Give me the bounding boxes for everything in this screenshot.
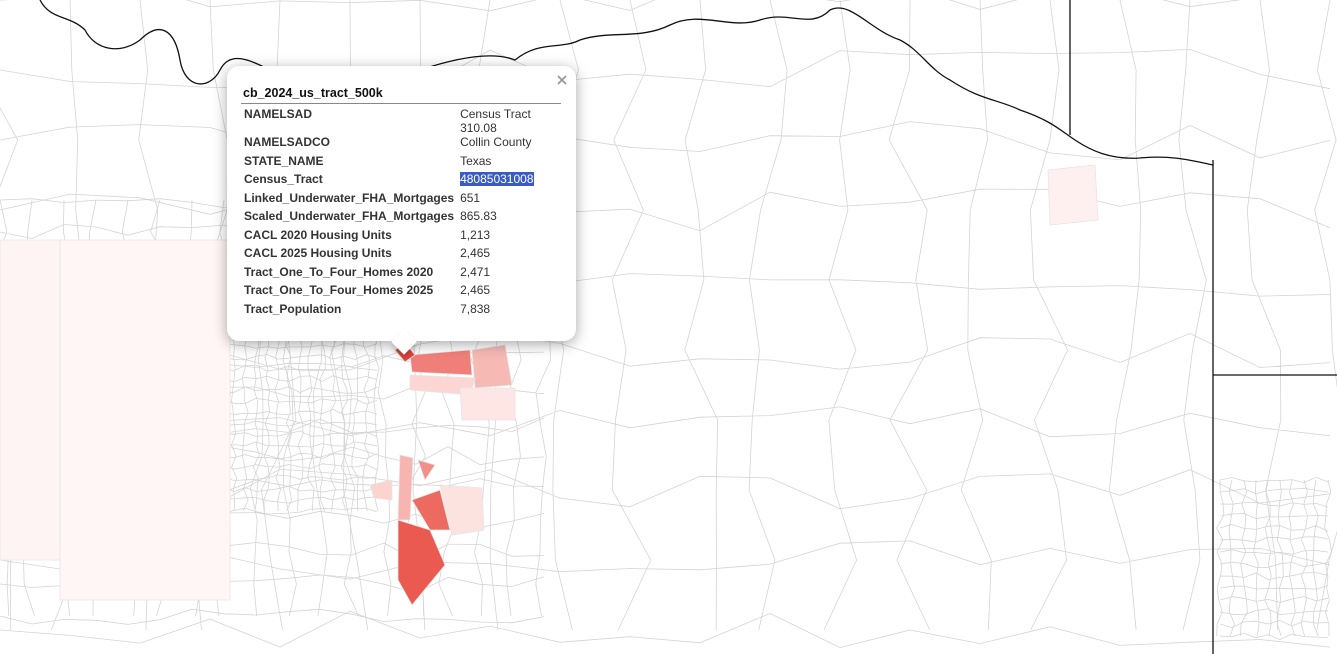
value: Texas — [460, 153, 492, 168]
row: Census_Tract 48085031008 — [241, 172, 559, 191]
attribute-table: NAMELSAD Census Tract 310.08 NAMELSADCO Co… — [241, 107, 559, 320]
key: Tract_One_To_Four_Homes 2020 — [244, 264, 434, 279]
key: STATE_NAME — [244, 153, 324, 168]
key: Linked_Underwater_FHA_Mortgages — [244, 190, 455, 205]
value-cell: 48085031008 — [457, 172, 559, 191]
key: CACL 2020 Housing Units — [244, 227, 392, 242]
value: 48085031008 — [460, 172, 534, 186]
row: Tract_One_To_Four_Homes 2025 2,465 — [241, 283, 559, 302]
tract-lines — [1216, 476, 1332, 641]
popup: cb_2024_us_tract_500k NAMELSAD Census Tra… — [227, 66, 576, 355]
key: NAMELSADCO — [244, 135, 330, 149]
value: 651 — [460, 190, 481, 205]
value: 7,838 — [460, 301, 491, 316]
row: Tract_Population 7,838 — [241, 302, 559, 321]
key: Census_Tract — [244, 172, 323, 186]
row: CACL 2020 Housing Units 1,213 — [241, 228, 559, 247]
row: Tract_One_To_Four_Homes 2020 2,471 — [241, 265, 559, 284]
popup-title: cb_2024_us_tract_500k — [241, 86, 561, 104]
close-button[interactable] — [556, 74, 568, 86]
key: NAMELSAD — [244, 107, 312, 121]
value: 1,213 — [460, 227, 491, 242]
key: Scaled_Underwater_FHA_Mortgages — [244, 209, 455, 223]
row: NAMELSAD Census Tract 310.08 — [241, 107, 559, 135]
boundaries — [39, 0, 1337, 654]
key: Tract_Population — [244, 301, 342, 316]
row: CACL 2025 Housing Units 2,465 — [241, 246, 559, 265]
value: 2,465 — [460, 246, 491, 260]
value: Census Tract 310.08 — [460, 107, 531, 135]
row: Linked_Underwater_FHA_Mortgages 651 — [241, 191, 559, 210]
key: CACL 2025 Housing Units — [244, 246, 392, 260]
value: 2,471 — [460, 264, 491, 279]
value: 2,465 — [460, 283, 491, 297]
row: STATE_NAME Texas — [241, 154, 559, 173]
value: Collin County — [460, 135, 532, 149]
shaded-tracts — [0, 164, 1099, 606]
key: Tract_One_To_Four_Homes 2025 — [244, 283, 434, 297]
value: 865.83 — [460, 209, 497, 223]
row: NAMELSADCO Collin County — [241, 135, 559, 154]
row: Scaled_Underwater_FHA_Mortgages 865.83 — [241, 209, 559, 228]
